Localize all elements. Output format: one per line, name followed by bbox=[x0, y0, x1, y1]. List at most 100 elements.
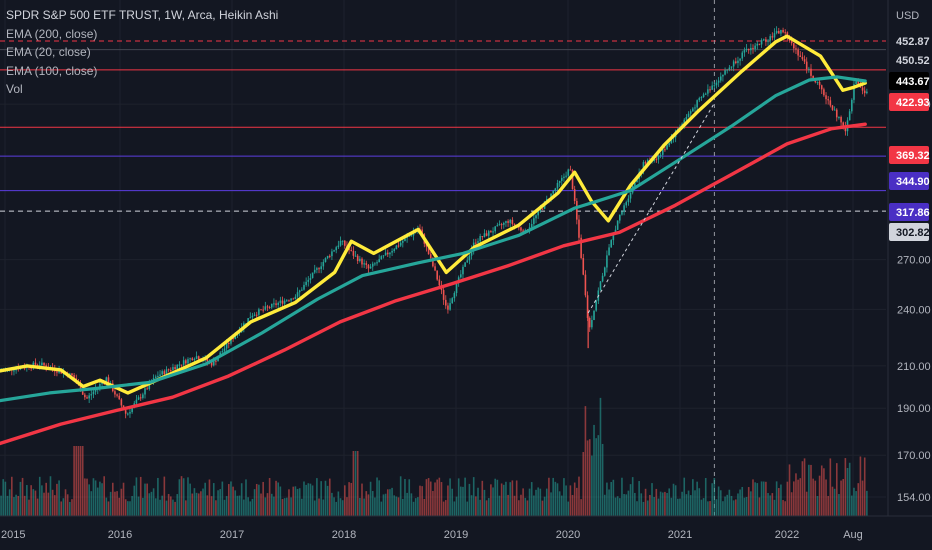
volume-bar bbox=[554, 481, 557, 516]
volume-bar bbox=[522, 488, 524, 516]
volume-bar bbox=[380, 501, 383, 516]
candle-body bbox=[715, 82, 718, 86]
volume-bar bbox=[318, 498, 320, 516]
legend-title[interactable]: SPDR S&P 500 ETF TRUST, 1W, Arca, Heikin… bbox=[6, 8, 279, 22]
volume-bar bbox=[127, 501, 129, 516]
volume-bar bbox=[623, 494, 625, 516]
candle-body bbox=[496, 225, 499, 227]
candle-body bbox=[595, 300, 597, 311]
volume-bar bbox=[204, 482, 206, 516]
volume-bar bbox=[863, 457, 866, 516]
volume-bar bbox=[307, 483, 310, 516]
candle-body bbox=[855, 81, 857, 85]
candle-body bbox=[79, 384, 82, 392]
volume-bar bbox=[144, 483, 146, 516]
volume-bar bbox=[322, 499, 325, 516]
volume-bar bbox=[344, 485, 346, 516]
horizontal-price-lines bbox=[0, 40, 886, 212]
candle-body bbox=[737, 60, 739, 64]
volume-bar bbox=[722, 501, 724, 516]
volume-bar bbox=[799, 478, 802, 516]
volume-bar bbox=[2, 479, 5, 516]
volume-bar bbox=[4, 481, 7, 516]
volume-bar bbox=[296, 488, 299, 516]
candle-body bbox=[840, 116, 842, 123]
candle-body bbox=[157, 376, 159, 378]
volume-bar bbox=[341, 500, 344, 516]
candle-body bbox=[623, 205, 625, 212]
candle-body bbox=[129, 412, 131, 414]
volume-bar bbox=[56, 483, 58, 516]
candle-body bbox=[296, 292, 299, 297]
candle-body bbox=[116, 394, 118, 396]
volume-bar bbox=[90, 491, 93, 516]
volume-bar bbox=[556, 483, 559, 516]
volume-bar bbox=[292, 486, 295, 516]
volume-bar bbox=[402, 498, 404, 516]
volume-bar bbox=[775, 481, 778, 516]
candle-body bbox=[384, 252, 387, 256]
volume-bar bbox=[365, 491, 368, 516]
candle-body bbox=[593, 310, 595, 321]
candle-body bbox=[823, 89, 825, 96]
volume-bar bbox=[786, 481, 789, 516]
y-tick-label: 210.00 bbox=[897, 361, 931, 373]
candle-body bbox=[367, 264, 370, 269]
volume-bar bbox=[245, 479, 247, 516]
legend-ema100[interactable]: EMA (100, close) bbox=[6, 63, 98, 78]
volume-bar bbox=[367, 494, 370, 516]
candle-body bbox=[341, 240, 344, 242]
volume-bar bbox=[773, 499, 776, 516]
candle-body bbox=[530, 224, 533, 228]
candle-body bbox=[520, 227, 522, 231]
volume-bar bbox=[588, 439, 591, 516]
candle-body bbox=[782, 30, 784, 33]
volume-bar bbox=[84, 478, 86, 516]
legend-ema200[interactable]: EMA (200, close) bbox=[6, 26, 98, 41]
volume-bar bbox=[696, 481, 698, 516]
volume-bar bbox=[178, 479, 181, 516]
volume-bar bbox=[487, 498, 490, 516]
candle-body bbox=[318, 268, 320, 270]
volume-bar bbox=[255, 483, 258, 516]
volume-bar bbox=[835, 463, 838, 516]
volume-bar bbox=[560, 495, 563, 516]
candle-body bbox=[621, 211, 623, 215]
candle-body bbox=[601, 275, 604, 282]
volume-bar bbox=[816, 495, 819, 516]
candle-body bbox=[393, 249, 396, 251]
legend-vol[interactable]: Vol bbox=[6, 82, 23, 96]
volume-bar bbox=[421, 486, 423, 516]
volume-bar bbox=[264, 497, 267, 516]
volume-bar bbox=[597, 435, 600, 516]
volume-bar bbox=[526, 500, 529, 516]
legend-ema20[interactable]: EMA (20, close) bbox=[6, 45, 91, 59]
candle-body bbox=[494, 226, 496, 232]
volume-bar bbox=[518, 500, 520, 516]
volume-bar bbox=[765, 481, 767, 516]
candle-body bbox=[735, 61, 737, 64]
volume-bar bbox=[30, 485, 32, 516]
candle-body bbox=[722, 74, 724, 77]
candle-body bbox=[363, 263, 365, 265]
candle-body bbox=[81, 391, 84, 395]
candle-body bbox=[176, 364, 179, 369]
candle-body bbox=[348, 248, 350, 251]
candle-body bbox=[844, 126, 847, 132]
candle-body bbox=[646, 160, 649, 164]
candle-body bbox=[86, 397, 88, 399]
volume-bar bbox=[704, 478, 707, 516]
volume-bar bbox=[735, 499, 737, 516]
candle-body bbox=[316, 268, 318, 270]
volume-bar bbox=[440, 482, 443, 516]
candle-body bbox=[500, 224, 503, 226]
volume-bar bbox=[208, 479, 211, 516]
volume-bar bbox=[432, 490, 434, 516]
volume-bar bbox=[492, 487, 494, 516]
candle-body bbox=[758, 43, 761, 45]
volume-bar bbox=[395, 496, 398, 516]
volume-bar bbox=[135, 477, 138, 516]
volume-bar bbox=[472, 477, 475, 516]
